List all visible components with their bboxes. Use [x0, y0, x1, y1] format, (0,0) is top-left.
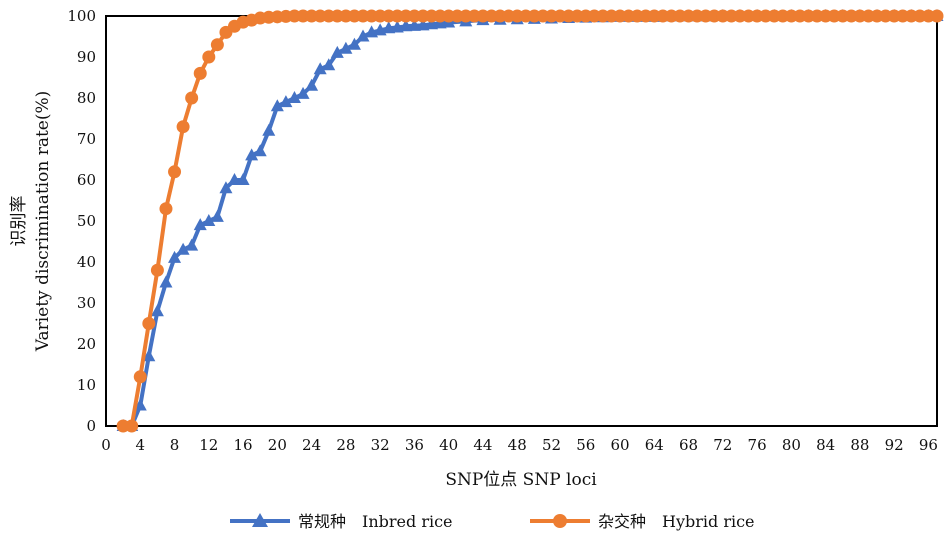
- plot-area: [105, 15, 938, 427]
- data-point: [930, 9, 944, 23]
- x-tick-label: 8: [170, 436, 180, 454]
- x-tick-label: 68: [679, 436, 698, 454]
- x-axis-title: SNP位点 SNP loci: [445, 470, 597, 490]
- data-point: [228, 173, 242, 185]
- data-point: [168, 165, 182, 179]
- data-point: [279, 95, 293, 108]
- y-tick-label: 30: [77, 294, 96, 312]
- x-tick-label: 80: [782, 436, 801, 454]
- series-hybrid: [116, 9, 944, 433]
- legend-marker-inbred: [252, 513, 268, 527]
- y-tick-label: 20: [77, 335, 96, 353]
- data-point: [142, 349, 156, 362]
- y-tick-label: 0: [86, 417, 96, 435]
- data-point: [287, 91, 301, 103]
- series-line: [123, 14, 937, 428]
- x-tick-label: 32: [371, 436, 390, 454]
- y-tick-label: 90: [77, 48, 96, 66]
- legend-label-hybrid: 杂交种 Hybrid rice: [598, 512, 755, 531]
- x-tick-label: 88: [850, 436, 869, 454]
- y-tick-label: 100: [67, 7, 96, 25]
- data-point: [159, 275, 173, 288]
- data-point: [296, 86, 310, 99]
- x-tick-label: 84: [816, 436, 835, 454]
- x-tick-label: 12: [199, 436, 218, 454]
- data-point: [176, 242, 190, 255]
- y-tick-label: 50: [77, 212, 96, 230]
- y-axis-ticks: 0 10 20 30 40 50 60 70 80 90 100: [67, 7, 96, 435]
- x-tick-label: 48: [508, 436, 527, 454]
- data-point: [399, 19, 413, 32]
- x-tick-label: 40: [439, 436, 458, 454]
- data-point: [245, 148, 259, 161]
- data-point: [159, 202, 173, 216]
- data-point: [133, 398, 147, 411]
- x-tick-label: 36: [405, 436, 424, 454]
- data-point: [150, 263, 164, 277]
- data-point: [176, 120, 190, 134]
- data-point: [407, 18, 421, 31]
- data-point: [125, 419, 139, 433]
- data-point: [210, 209, 224, 222]
- series-layer: [116, 9, 944, 433]
- x-tick-label: 52: [542, 436, 561, 454]
- data-point: [202, 214, 216, 226]
- data-point: [347, 37, 361, 50]
- data-point: [339, 41, 353, 54]
- data-point: [193, 66, 207, 80]
- data-point: [133, 370, 147, 384]
- series-inbred: [116, 9, 944, 431]
- x-axis-ticks: 0 4 8 12 16 20 24 28 32 36 40 44 48 52 56 60 64 68 72 76 80 8…: [101, 436, 938, 454]
- legend-label-inbred: 常规种 Inbred rice: [298, 512, 453, 531]
- data-point: [185, 91, 199, 105]
- plot-frame: [105, 15, 938, 427]
- series-line: [123, 14, 937, 428]
- data-point: [202, 50, 216, 64]
- x-tick-label: 28: [336, 436, 355, 454]
- x-tick-label: 0: [101, 436, 111, 454]
- legend-marker-hybrid: [553, 514, 567, 528]
- data-point: [210, 38, 224, 52]
- data-point: [305, 78, 319, 91]
- data-point: [262, 123, 276, 136]
- y-tick-label: 10: [77, 376, 96, 394]
- x-tick-label: 60: [610, 436, 629, 454]
- y-tick-label: 40: [77, 253, 96, 271]
- legend: 常规种 Inbred rice 杂交种 Hybrid rice: [230, 512, 755, 531]
- data-point: [193, 218, 207, 231]
- x-tick-label: 44: [473, 436, 492, 454]
- legend-item-hybrid: 杂交种 Hybrid rice: [530, 512, 755, 531]
- x-tick-label: 64: [645, 436, 664, 454]
- y-tick-label: 60: [77, 171, 96, 189]
- y-tick-label: 80: [77, 89, 96, 107]
- x-tick-label: 56: [576, 436, 595, 454]
- data-point: [253, 144, 267, 157]
- x-tick-label: 20: [268, 436, 287, 454]
- x-tick-label: 24: [302, 436, 321, 454]
- data-point: [168, 250, 182, 263]
- y-axis-title-cn: 识别率: [9, 196, 29, 247]
- x-tick-label: 96: [919, 436, 938, 454]
- data-point: [219, 181, 233, 194]
- data-point: [142, 317, 156, 330]
- data-point: [150, 304, 164, 317]
- data-point: [313, 62, 327, 75]
- data-point: [322, 58, 336, 71]
- x-tick-label: 72: [713, 436, 732, 454]
- data-point: [236, 173, 250, 185]
- y-axis-title-en: Variety discrimination rate(%): [33, 91, 53, 353]
- data-point: [356, 29, 370, 42]
- data-point: [330, 45, 344, 58]
- y-tick-label: 70: [77, 130, 96, 148]
- x-tick-label: 16: [234, 436, 253, 454]
- legend-item-inbred: 常规种 Inbred rice: [230, 512, 453, 531]
- data-point: [185, 238, 199, 251]
- x-tick-label: 92: [885, 436, 904, 454]
- x-tick-label: 76: [748, 436, 767, 454]
- data-point: [270, 99, 284, 112]
- y-axis-title: 识别率 Variety discrimination rate(%): [9, 91, 53, 353]
- x-tick-label: 4: [135, 436, 145, 454]
